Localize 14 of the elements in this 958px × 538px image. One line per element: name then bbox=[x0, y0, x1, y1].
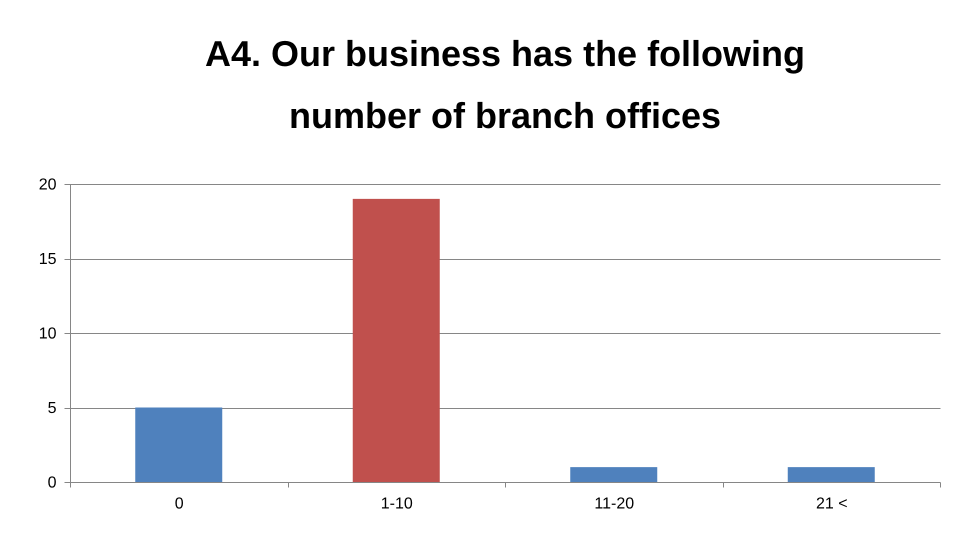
y-tick-label: 5 bbox=[48, 400, 57, 417]
bar bbox=[570, 467, 658, 482]
x-tick-label: 0 bbox=[174, 496, 184, 512]
chart-title: A4. Our business has the following number of branch offices bbox=[204, 33, 806, 136]
x-tick-label: 1-10 bbox=[380, 496, 413, 512]
y-tick-label: 15 bbox=[38, 251, 57, 268]
x-tick-label: 11-20 bbox=[594, 496, 634, 512]
y-tick-label: 20 bbox=[38, 176, 57, 194]
bar bbox=[788, 467, 875, 482]
y-tick-label: 10 bbox=[38, 326, 57, 342]
bar bbox=[352, 198, 440, 482]
bar bbox=[135, 408, 222, 482]
x-tick-label: 21 < bbox=[816, 496, 848, 512]
y-tick-label: 0 bbox=[48, 474, 57, 492]
